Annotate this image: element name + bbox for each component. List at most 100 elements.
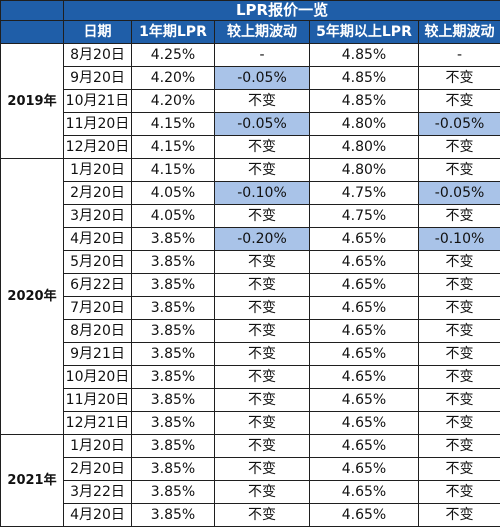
lpr-5y-cell: 4.65% bbox=[310, 366, 419, 389]
change-5y-cell: 不变 bbox=[419, 320, 500, 343]
lpr-1y-cell: 4.20% bbox=[132, 90, 215, 113]
lpr-1y-cell: 3.85% bbox=[132, 504, 215, 527]
lpr-5y-cell: 4.65% bbox=[310, 481, 419, 504]
lpr-1y-cell: 4.15% bbox=[132, 159, 215, 182]
change-1y-cell: 不变 bbox=[215, 435, 310, 458]
change-1y-cell: -0.05% bbox=[215, 67, 310, 90]
lpr-5y-cell: 4.75% bbox=[310, 182, 419, 205]
lpr-5y-cell: 4.85% bbox=[310, 67, 419, 90]
change-5y-cell: 不变 bbox=[419, 458, 500, 481]
date-cell: 5月20日 bbox=[64, 251, 132, 274]
date-cell: 10月21日 bbox=[64, 90, 132, 113]
change-5y-cell: 不变 bbox=[419, 205, 500, 228]
change-1y-cell: 不变 bbox=[215, 297, 310, 320]
lpr-1y-cell: 3.85% bbox=[132, 343, 215, 366]
lpr-5y-cell: 4.80% bbox=[310, 113, 419, 136]
lpr-5y-cell: 4.65% bbox=[310, 412, 419, 435]
change-5y-cell: -0.05% bbox=[419, 182, 500, 205]
date-cell: 1月20日 bbox=[64, 435, 132, 458]
title-corner bbox=[1, 1, 64, 21]
lpr-5y-cell: 4.65% bbox=[310, 251, 419, 274]
change-5y-cell: 不变 bbox=[419, 297, 500, 320]
lpr-1y-cell: 3.85% bbox=[132, 320, 215, 343]
lpr-5y-cell: 4.80% bbox=[310, 136, 419, 159]
header-date: 日期 bbox=[64, 21, 132, 44]
lpr-5y-cell: 4.65% bbox=[310, 435, 419, 458]
change-5y-cell: 不变 bbox=[419, 366, 500, 389]
header-change-5y: 较上期波动 bbox=[419, 21, 500, 44]
change-1y-cell: -0.05% bbox=[215, 113, 310, 136]
change-1y-cell: 不变 bbox=[215, 320, 310, 343]
lpr-1y-cell: 4.05% bbox=[132, 182, 215, 205]
change-1y-cell: 不变 bbox=[215, 389, 310, 412]
change-5y-cell: 不变 bbox=[419, 504, 500, 527]
date-cell: 8月20日 bbox=[64, 320, 132, 343]
date-cell: 3月22日 bbox=[64, 481, 132, 504]
change-5y-cell: 不变 bbox=[419, 136, 500, 159]
date-cell: 2月20日 bbox=[64, 458, 132, 481]
table-title: LPR报价一览 bbox=[64, 1, 500, 21]
change-1y-cell: 不变 bbox=[215, 412, 310, 435]
change-1y-cell: -0.20% bbox=[215, 228, 310, 251]
lpr-1y-cell: 3.85% bbox=[132, 297, 215, 320]
year-label: 2019年 bbox=[1, 44, 64, 159]
header-corner bbox=[1, 21, 64, 44]
change-5y-cell: - bbox=[419, 44, 500, 67]
change-5y-cell: 不变 bbox=[419, 435, 500, 458]
change-5y-cell: 不变 bbox=[419, 481, 500, 504]
header-lpr-5y: 5年期以上LPR bbox=[310, 21, 419, 44]
lpr-1y-cell: 4.05% bbox=[132, 205, 215, 228]
change-1y-cell: 不变 bbox=[215, 159, 310, 182]
change-1y-cell: 不变 bbox=[215, 274, 310, 297]
lpr-5y-cell: 4.80% bbox=[310, 159, 419, 182]
date-cell: 9月21日 bbox=[64, 343, 132, 366]
lpr-1y-cell: 3.85% bbox=[132, 481, 215, 504]
lpr-1y-cell: 3.85% bbox=[132, 458, 215, 481]
change-5y-cell: -0.05% bbox=[419, 113, 500, 136]
lpr-5y-cell: 4.65% bbox=[310, 320, 419, 343]
lpr-5y-cell: 4.75% bbox=[310, 205, 419, 228]
date-cell: 8月20日 bbox=[64, 44, 132, 67]
lpr-1y-cell: 4.15% bbox=[132, 136, 215, 159]
change-1y-cell: -0.10% bbox=[215, 182, 310, 205]
lpr-5y-cell: 4.65% bbox=[310, 389, 419, 412]
change-5y-cell: 不变 bbox=[419, 412, 500, 435]
date-cell: 9月20日 bbox=[64, 67, 132, 90]
lpr-1y-cell: 3.85% bbox=[132, 366, 215, 389]
change-1y-cell: 不变 bbox=[215, 504, 310, 527]
date-cell: 4月20日 bbox=[64, 228, 132, 251]
lpr-1y-cell: 3.85% bbox=[132, 412, 215, 435]
lpr-1y-cell: 4.15% bbox=[132, 113, 215, 136]
lpr-1y-cell: 4.20% bbox=[132, 67, 215, 90]
year-label: 2020年 bbox=[1, 159, 64, 435]
lpr-1y-cell: 3.85% bbox=[132, 435, 215, 458]
change-1y-cell: 不变 bbox=[215, 251, 310, 274]
change-1y-cell: 不变 bbox=[215, 366, 310, 389]
lpr-1y-cell: 3.85% bbox=[132, 389, 215, 412]
lpr-5y-cell: 4.65% bbox=[310, 504, 419, 527]
change-5y-cell: 不变 bbox=[419, 343, 500, 366]
change-5y-cell: 不变 bbox=[419, 159, 500, 182]
header-change-1y: 较上期波动 bbox=[215, 21, 310, 44]
change-1y-cell: 不变 bbox=[215, 458, 310, 481]
lpr-5y-cell: 4.65% bbox=[310, 274, 419, 297]
change-1y-cell: 不变 bbox=[215, 481, 310, 504]
date-cell: 4月20日 bbox=[64, 504, 132, 527]
change-1y-cell: 不变 bbox=[215, 136, 310, 159]
date-cell: 3月20日 bbox=[64, 205, 132, 228]
